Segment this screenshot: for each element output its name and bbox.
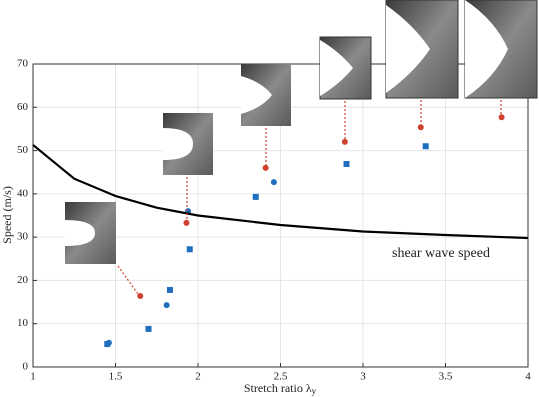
point xyxy=(145,325,152,332)
inset-shape xyxy=(65,220,95,246)
x-tick-label: 3 xyxy=(360,371,366,383)
x-axis-label: Stretch ratio λy xyxy=(244,381,317,396)
curve xyxy=(32,144,529,240)
inset-shape xyxy=(320,40,353,96)
point xyxy=(252,193,259,200)
point xyxy=(166,286,173,293)
y-tick-label: 40 xyxy=(17,187,29,199)
y-tick-label: 60 xyxy=(17,101,29,113)
x-tick-label: 1.5 xyxy=(109,371,123,383)
x-axis-label-text: Stretch ratio λ xyxy=(244,381,312,395)
x-tick-label: 1 xyxy=(30,371,36,383)
plot-area: 0 10 20 30 40 50 60 70 1 1.5 2 2.5 3 3.5 4 xyxy=(17,58,531,383)
y-tick-label: 30 xyxy=(17,231,29,243)
y-tick-label: 20 xyxy=(17,274,29,286)
x-tick-label: 2.5 xyxy=(274,371,288,383)
inset-shape xyxy=(241,76,272,114)
x-axis-label-sub: y xyxy=(312,386,317,396)
point xyxy=(270,179,277,186)
y-tick-label: 70 xyxy=(17,58,29,70)
annotation: shear wave speed xyxy=(392,246,490,261)
insets xyxy=(65,0,538,295)
point xyxy=(137,293,144,300)
point xyxy=(262,164,269,171)
y-tick-label: 10 xyxy=(17,317,29,329)
inset-shape xyxy=(465,0,508,98)
y-tick-label: 50 xyxy=(17,144,29,156)
point xyxy=(341,138,348,145)
leader-line xyxy=(117,265,139,295)
y-tick-label: 0 xyxy=(23,361,29,373)
point xyxy=(186,246,193,253)
x-tick-label: 2 xyxy=(195,371,201,383)
point xyxy=(422,143,429,150)
inset-shape xyxy=(163,128,193,160)
point xyxy=(498,114,505,121)
point xyxy=(343,160,350,167)
point xyxy=(417,124,424,131)
y-axis-label: Speed (m/s) xyxy=(0,186,14,244)
point xyxy=(163,302,170,309)
x-tick-label: 4 xyxy=(525,371,531,383)
point xyxy=(183,219,190,226)
x-tick-label: 3.5 xyxy=(439,371,453,383)
inset-shape xyxy=(386,5,430,93)
point xyxy=(105,339,112,346)
